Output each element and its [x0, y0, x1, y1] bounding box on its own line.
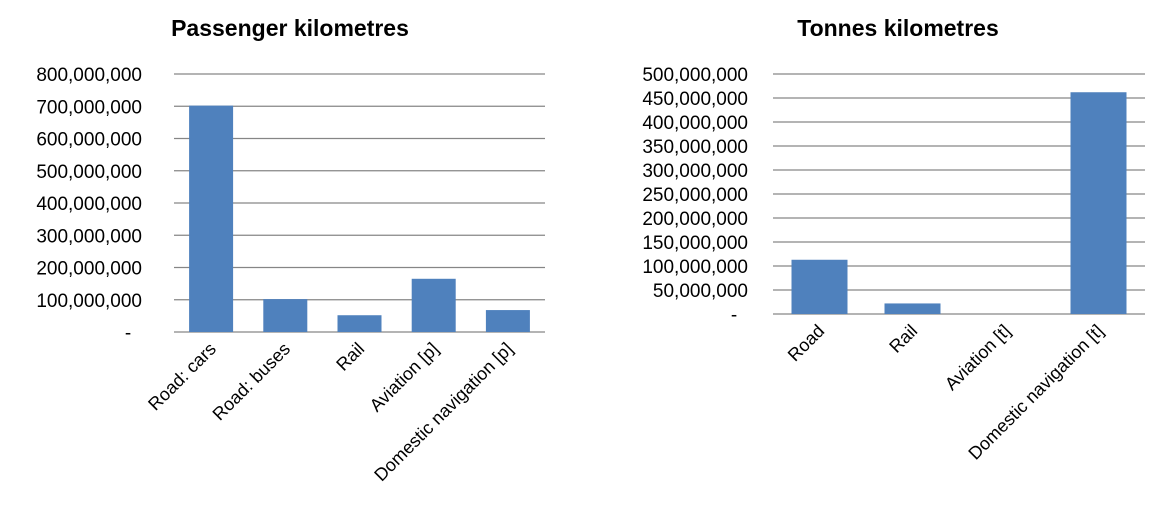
passenger-km-chart: - 100,000,000 200,000,000 300,000,000 400,00… [36, 65, 545, 485]
tonnes-y-tick-label: 200,000,000 [642, 209, 748, 230]
passenger-y-tick-label: 600,000,000 [36, 130, 142, 151]
tonnes-y-tick-label: 50,000,000 [653, 281, 748, 302]
passenger-y-tick-label: 700,000,000 [36, 97, 142, 118]
passenger-y-tick-label: 400,000,000 [36, 194, 142, 215]
tonnes-y-tick-label: 100,000,000 [642, 257, 748, 278]
passenger-y-tick-label: 800,000,000 [36, 65, 142, 86]
passenger-bar [485, 310, 530, 332]
passenger-category-label: Road: buses [209, 339, 295, 425]
tonnes-bar [884, 303, 941, 314]
tonnes-y-tick-label: 150,000,000 [642, 233, 748, 254]
passenger-category-label: Road: cars [144, 339, 220, 415]
passenger-y-tick-label: 300,000,000 [36, 226, 142, 247]
tonnes-y-tick-label: - [731, 305, 737, 326]
tonnes-y-tick-label: 450,000,000 [642, 89, 748, 110]
tonnes-bar [1070, 92, 1127, 315]
tonnes-y-tick-label: 250,000,000 [642, 185, 748, 206]
tonnes-category-label: Road [784, 321, 829, 366]
passenger-bar [337, 315, 382, 332]
passenger-y-tick-label: - [125, 323, 131, 344]
passenger-category-label: Rail [332, 339, 368, 375]
tonnes-chart-title: Tonnes kilometres [797, 15, 999, 41]
tonnes-y-tick-label: 400,000,000 [642, 113, 748, 134]
tonnes-category-label: Rail [885, 321, 921, 357]
tonnes-y-tick-label: 350,000,000 [642, 137, 748, 158]
passenger-chart-title: Passenger kilometres [171, 15, 409, 41]
passenger-bar [263, 299, 308, 332]
tonnes-bar [791, 259, 848, 314]
passenger-category-label: Domestic navigation [p] [370, 339, 516, 485]
passenger-y-tick-label: 500,000,000 [36, 162, 142, 183]
passenger-y-tick-label: 100,000,000 [36, 291, 142, 312]
passenger-y-tick-label: 200,000,000 [36, 259, 142, 280]
tonnes-category-label: Aviation [t] [941, 321, 1014, 394]
tonnes-y-tick-label: 500,000,000 [642, 65, 748, 86]
passenger-bar [189, 105, 234, 332]
passenger-category-label: Aviation [p] [366, 339, 443, 416]
tonnes-km-chart: - 50,000,000 100,000,000 150,000,000 200,000… [642, 65, 1145, 464]
passenger-bar [411, 278, 456, 332]
tonnes-y-tick-label: 300,000,000 [642, 161, 748, 182]
